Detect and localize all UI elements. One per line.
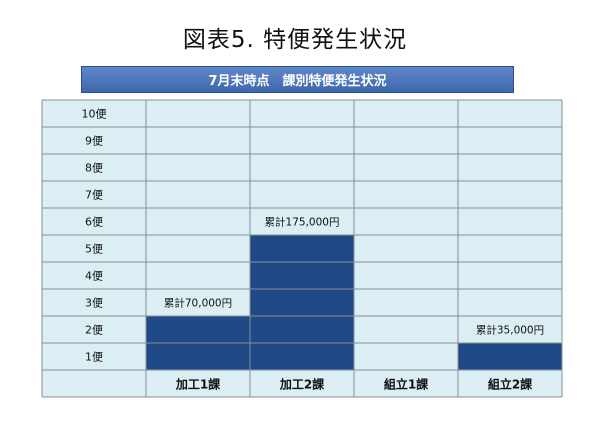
y-tick-label: 2便 [85, 324, 103, 337]
x-tick-label: 組立2課 [488, 377, 533, 392]
y-tick-label: 7便 [85, 189, 103, 202]
bar-4 [458, 343, 562, 370]
y-tick-label: 4便 [85, 270, 103, 283]
y-tick-label: 5便 [85, 243, 103, 256]
chart-title: 図表5. 特便発生状況 [182, 27, 408, 53]
bar-annotation: 累計70,000円 [164, 297, 232, 310]
bar-annotation: 累計35,000円 [476, 324, 544, 337]
y-tick-label: 8便 [85, 162, 103, 175]
x-tick-label: 組立1課 [384, 377, 429, 392]
y-tick-label: 3便 [85, 297, 103, 310]
y-tick-label: 1便 [85, 351, 103, 364]
y-tick-label: 6便 [85, 216, 103, 229]
x-tick-label: 加工2課 [279, 377, 325, 392]
chart-banner: 7月末時点 課別特便発生状況 [81, 66, 514, 93]
bar-2 [250, 235, 354, 370]
x-tick-label: 加工1課 [175, 377, 221, 392]
bar-annotation: 累計175,000円 [265, 216, 340, 229]
y-tick-label: 10便 [82, 108, 107, 121]
y-tick-label: 9便 [85, 135, 103, 148]
